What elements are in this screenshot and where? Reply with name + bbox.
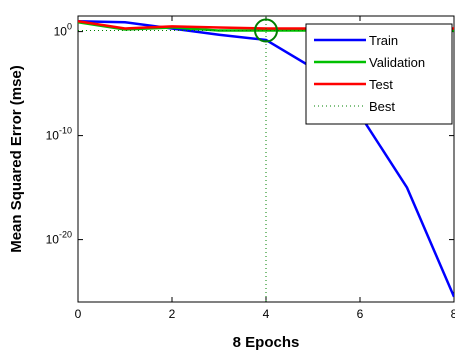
x-tick-label: 4 bbox=[263, 307, 270, 321]
y-tick-base: 10 bbox=[46, 129, 60, 143]
legend-label-best: Best bbox=[369, 99, 395, 114]
y-tick-exponent: -20 bbox=[59, 230, 72, 240]
x-tick-label: 6 bbox=[357, 307, 364, 321]
y-tick-exponent: 0 bbox=[67, 22, 72, 32]
x-tick-label: 8 bbox=[451, 307, 455, 321]
best-circle-marker bbox=[254, 18, 278, 43]
legend: Train Validation Test Best bbox=[305, 23, 453, 125]
x-tick-label: 2 bbox=[169, 307, 176, 321]
y-tick-label: 10-20 bbox=[46, 230, 72, 247]
y-tick-base: 10 bbox=[46, 233, 60, 247]
y-tick-label: 10-10 bbox=[46, 126, 72, 143]
y-tick-exponent: -10 bbox=[59, 126, 72, 136]
y-tick-label: 100 bbox=[54, 22, 72, 39]
x-axis-label: 8 Epochs bbox=[233, 334, 300, 351]
series-line-train bbox=[78, 19, 454, 298]
legend-label-test: Test bbox=[369, 77, 393, 92]
y-axis-label: Mean Squared Error (mse) bbox=[8, 65, 25, 253]
legend-label-validation: Validation bbox=[369, 55, 425, 70]
y-tick-base: 10 bbox=[54, 25, 68, 39]
x-tick-label: 0 bbox=[75, 307, 82, 321]
legend-label-train: Train bbox=[369, 33, 398, 48]
